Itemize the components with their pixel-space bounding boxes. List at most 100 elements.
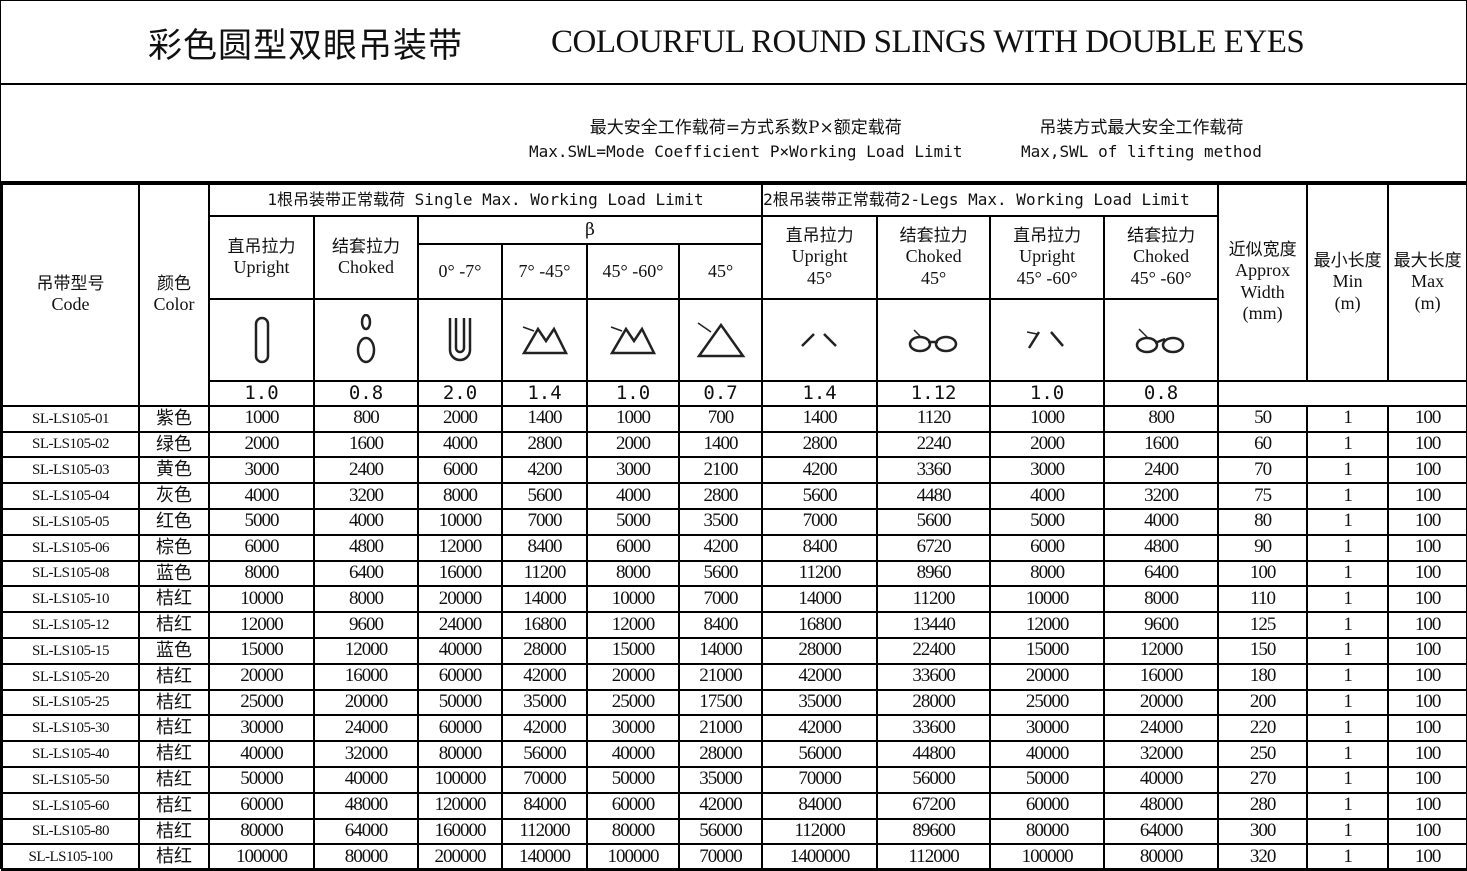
value-cell: 2400 — [313, 456, 419, 485]
code-cell: SL-LS105-06 — [1, 533, 140, 562]
value-cell: 64000 — [1103, 817, 1220, 846]
value-cell: 2800 — [761, 430, 879, 459]
header-code: 吊带型号 Code — [1, 183, 140, 407]
header-text: 结套拉力 — [1127, 225, 1196, 246]
value-cell: 100 — [1387, 817, 1467, 846]
value-cell: 14000 — [677, 636, 764, 665]
coefficient: 2.0 — [417, 380, 503, 407]
title-en: COLOURFUL ROUND SLINGS WITH DOUBLE EYES — [551, 23, 1305, 60]
header-text: Choked — [905, 246, 962, 267]
value-cell: 8000 — [417, 482, 503, 510]
upright-loop-icon — [208, 298, 315, 382]
value-cell: 12000 — [313, 636, 419, 665]
value-cell: 4000 — [417, 430, 503, 459]
coefficient: 0.7 — [677, 380, 764, 407]
value-cell: 40000 — [208, 740, 315, 768]
value-cell: 15000 — [208, 636, 315, 665]
value-cell: 100 — [1387, 430, 1467, 459]
value-cell: 50000 — [989, 765, 1106, 794]
value-cell: 8000 — [1103, 585, 1220, 614]
value-cell: 700 — [677, 404, 764, 433]
value-cell: 6400 — [1103, 559, 1220, 588]
value-cell: 32000 — [313, 740, 419, 768]
title-bar: 彩色圆型双眼吊装带 COLOURFUL ROUND SLINGS WITH DO… — [1, 1, 1466, 85]
value-cell: 70000 — [501, 765, 588, 794]
color-cell: 桔红 — [138, 688, 210, 717]
value-cell: 16000 — [417, 559, 503, 588]
value-cell: 21000 — [677, 662, 764, 691]
value-cell: 30000 — [989, 714, 1106, 743]
header-text: Upright — [791, 246, 848, 267]
value-cell: 1400000 — [761, 843, 879, 871]
basket-7-45-icon — [501, 298, 588, 382]
value-cell: 17500 — [677, 688, 764, 717]
value-cell: 100 — [1387, 456, 1467, 485]
value-cell: 2240 — [876, 430, 992, 459]
value-cell: 2100 — [677, 456, 764, 485]
value-cell: 90 — [1217, 533, 1309, 562]
value-cell: 2800 — [677, 482, 764, 510]
formula-en: Max.SWL=Mode Coefficient P×Working Load … — [529, 142, 963, 161]
value-cell: 20000 — [989, 662, 1106, 691]
value-cell: 5600 — [876, 507, 992, 536]
table-row: SL-LS105-50 桔红 50000 40000 100000 70000 50000 3… — [1, 765, 1467, 794]
value-cell: 50000 — [417, 688, 503, 717]
method-en: Max,SWL of lifting method — [1021, 142, 1262, 161]
table-row: SL-LS105-04 灰色 4000 3200 8000 5600 4000 2800 560… — [1, 482, 1467, 510]
value-cell: 1 — [1306, 404, 1390, 433]
value-cell: 9600 — [313, 611, 419, 639]
table-row: SL-LS105-12 桔红 12000 9600 24000 16800 12000 840… — [1, 611, 1467, 639]
value-cell: 5000 — [586, 507, 680, 536]
value-cell: 1000 — [989, 404, 1106, 433]
header-text: Min — [1332, 271, 1363, 292]
value-cell: 8000 — [586, 559, 680, 588]
value-cell: 70000 — [677, 843, 764, 871]
value-cell: 16000 — [1103, 662, 1220, 691]
value-cell: 60000 — [586, 791, 680, 820]
basket-u-icon — [417, 298, 503, 382]
header-text: 45° — [806, 267, 833, 288]
header-text: Choked — [1133, 246, 1190, 267]
header-text: 45° -60° — [1130, 267, 1192, 288]
value-cell: 80000 — [989, 817, 1106, 846]
value-cell: 60000 — [417, 662, 503, 691]
code-cell: SL-LS105-01 — [1, 404, 140, 433]
value-cell: 3360 — [876, 456, 992, 485]
formula-left: 最大安全工作载荷=方式系数P×额定载荷 Max.SWL=Mode Coeffic… — [529, 113, 962, 161]
color-cell: 蓝色 — [138, 559, 210, 588]
value-cell: 28000 — [677, 740, 764, 768]
table-row: SL-LS105-01 紫色 1000 800 2000 1400 1000 700 1400 1… — [1, 404, 1467, 433]
value-cell: 1 — [1306, 843, 1390, 871]
table-row: SL-LS105-10 桔红 10000 8000 20000 14000 10000 700… — [1, 585, 1467, 614]
value-cell: 40000 — [586, 740, 680, 768]
value-cell: 6000 — [208, 533, 315, 562]
value-cell: 4800 — [1103, 533, 1220, 562]
coefficient: 1.4 — [761, 380, 879, 407]
value-cell: 4000 — [208, 482, 315, 510]
value-cell: 4200 — [501, 456, 588, 485]
value-cell: 800 — [1103, 404, 1220, 433]
value-cell: 12000 — [417, 533, 503, 562]
value-cell: 1 — [1306, 765, 1390, 794]
value-cell: 3500 — [677, 507, 764, 536]
value-cell: 84000 — [761, 791, 879, 820]
color-cell: 灰色 — [138, 482, 210, 510]
two-leg-choked-icon — [876, 298, 992, 382]
value-cell: 1400 — [761, 404, 879, 433]
value-cell: 42000 — [677, 791, 764, 820]
value-cell: 25000 — [989, 688, 1106, 717]
value-cell: 80000 — [586, 817, 680, 846]
value-cell: 40000 — [1103, 765, 1220, 794]
table-row: SL-LS105-80 桔红 80000 64000 160000 112000 80000… — [1, 817, 1467, 846]
value-cell: 70000 — [761, 765, 879, 794]
value-cell: 50000 — [586, 765, 680, 794]
value-cell: 67200 — [876, 791, 992, 820]
value-cell: 8000 — [989, 559, 1106, 588]
value-cell: 80000 — [417, 740, 503, 768]
value-cell: 21000 — [677, 714, 764, 743]
value-cell: 48000 — [1103, 791, 1220, 820]
header-angle-2: 45° -60° — [586, 243, 680, 300]
value-cell: 48000 — [313, 791, 419, 820]
value-cell: 16800 — [761, 611, 879, 639]
value-cell: 2000 — [586, 430, 680, 459]
